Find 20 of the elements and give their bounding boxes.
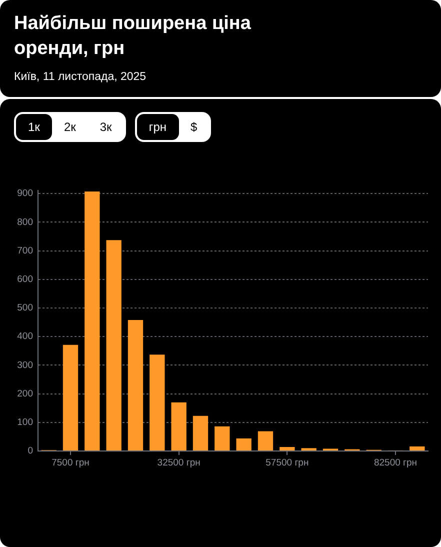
y-tick-label: 900: [17, 188, 33, 200]
y-tick-label: 300: [17, 360, 33, 371]
toggle-button: грн: [136, 114, 178, 140]
x-tick-label: 57500 грн: [266, 457, 309, 468]
x-tick-label: 7500 грн: [52, 457, 90, 468]
x-tick-label: 82500 грн: [374, 457, 418, 468]
y-tick-label: 0: [28, 446, 33, 457]
y-tick-label: 500: [17, 302, 33, 314]
y-tick-label: 600: [17, 274, 33, 285]
y-tick-label: 100: [17, 417, 33, 428]
segmented-control: 1к 2к 3к: [14, 112, 126, 142]
y-tick-label: 700: [17, 245, 33, 256]
y-tick-label: 400: [17, 331, 33, 342]
y-tick-label: 200: [17, 388, 33, 400]
toggle-button: 1к: [16, 114, 52, 140]
y-tick-label: 800: [17, 216, 33, 228]
chart-title: Найбільш поширена ціна оренди, грн: [14, 12, 252, 61]
chart-subtitle: Київ, 11 листопада, 2025: [14, 70, 146, 84]
segmented-control: грн $: [134, 112, 212, 142]
x-tick-label: 32500 грн: [157, 457, 200, 468]
